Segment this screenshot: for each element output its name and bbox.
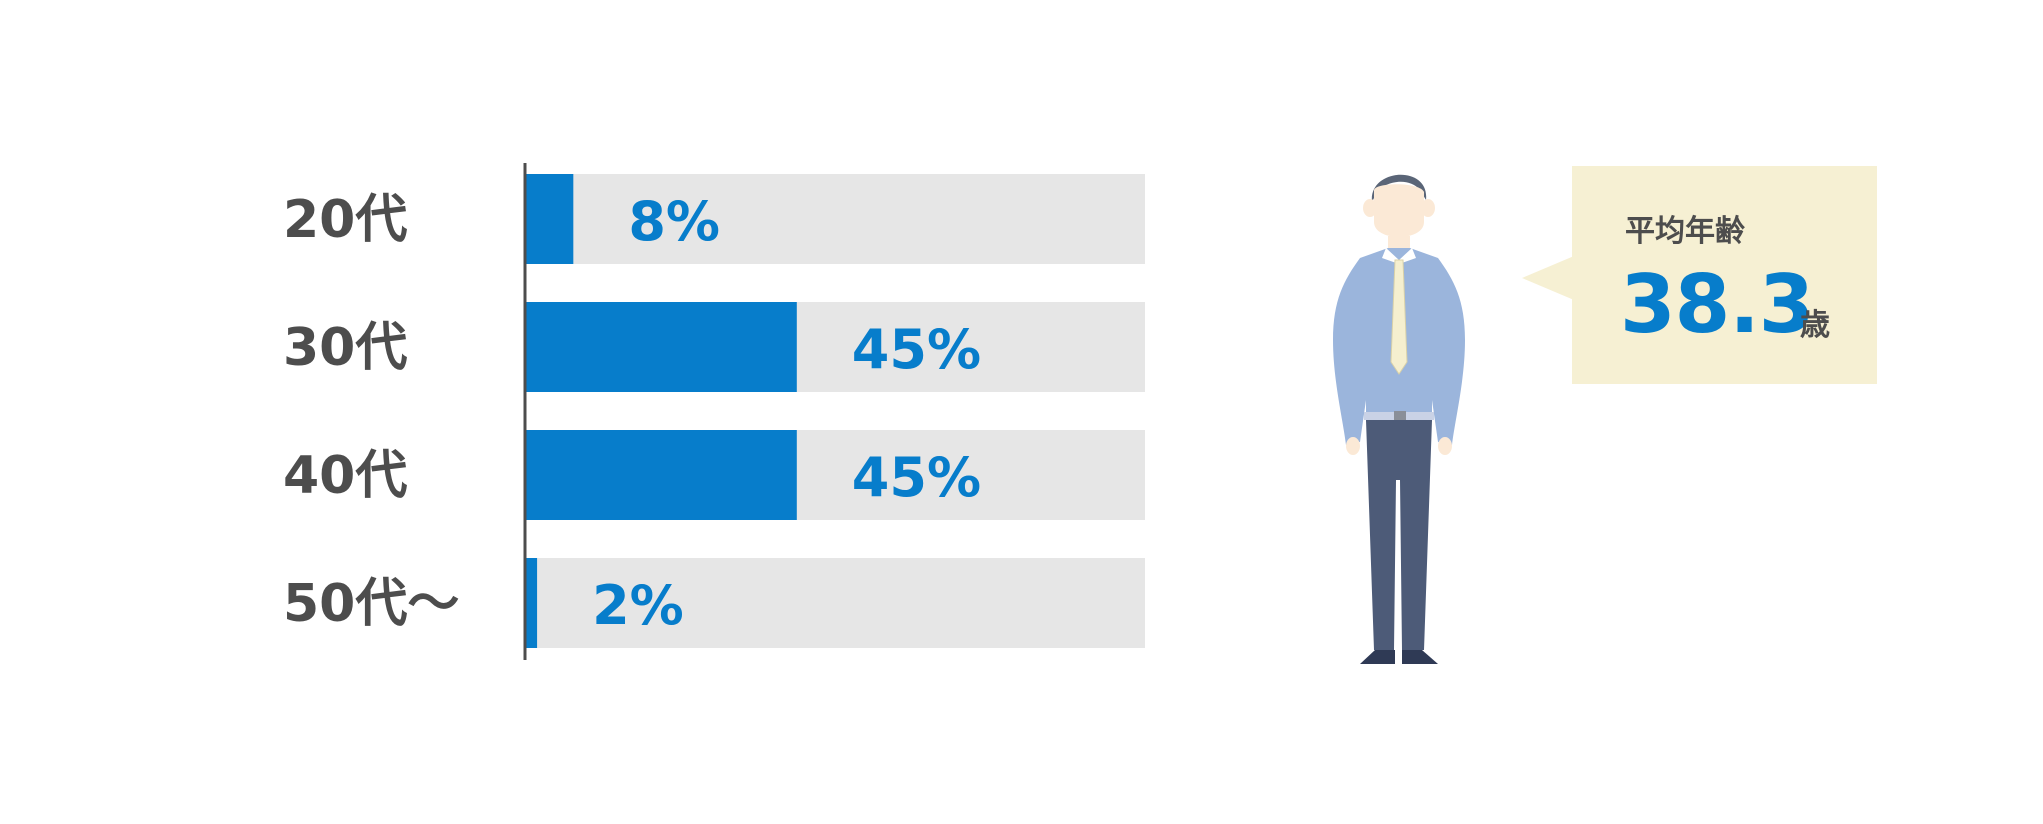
category-label: 40代 [283, 446, 407, 506]
average-age-unit: 歳 [1800, 308, 1830, 343]
bar [525, 558, 538, 648]
bar-track [525, 558, 1145, 648]
average-age-title: 平均年齢 [1625, 214, 1745, 249]
age-distribution-chart: 20代 30代 40代 50代〜 8% 45% 45% 2% [283, 163, 1145, 660]
average-age-value: 38.3 [1620, 258, 1814, 351]
businessman-icon [1333, 174, 1465, 664]
callout-tail [1522, 256, 1574, 300]
average-age-panel [1572, 166, 1877, 384]
value-label: 2% [592, 574, 684, 637]
bar [525, 174, 574, 264]
category-label: 50代〜 [283, 574, 459, 634]
bar-track [525, 174, 1145, 264]
value-label: 8% [628, 190, 720, 253]
category-label: 30代 [283, 318, 407, 378]
value-label: 45% [852, 318, 981, 381]
value-label: 45% [852, 446, 981, 509]
bar [525, 302, 797, 392]
category-label: 20代 [283, 190, 407, 250]
average-age-callout: 平均年齢 38.3 歳 [1522, 166, 1882, 384]
bar [525, 430, 797, 520]
